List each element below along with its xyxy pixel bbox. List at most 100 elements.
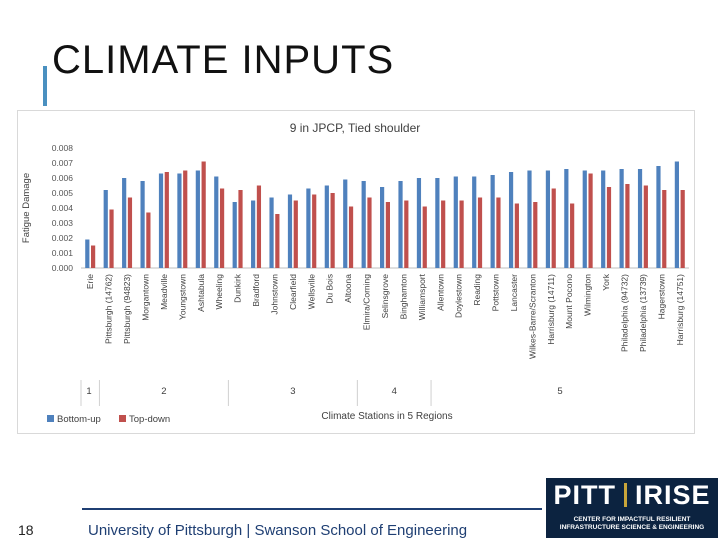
bar-bottom-up: [527, 170, 532, 268]
fatigue-damage-chart: 9 in JPCP, Tied shoulder Fatigue Damage 0.…: [21, 121, 689, 425]
x-tick-label: Wellsville: [306, 274, 316, 310]
y-tick-label: 0.000: [52, 263, 74, 273]
bar-top-down: [164, 172, 169, 268]
bar-top-down: [348, 206, 354, 268]
bar-top-down: [201, 161, 206, 268]
logo-irise: IRISE: [634, 480, 711, 510]
x-tick-label: Pittsburgh (14762): [104, 274, 114, 344]
bar-bottom-up: [361, 181, 366, 268]
bar-top-down: [570, 203, 575, 268]
region-label: 2: [161, 386, 166, 397]
chart-frame: [17, 110, 695, 434]
bar-top-down: [496, 197, 501, 268]
y-tick-label: 0.008: [52, 143, 74, 153]
bar-top-down: [477, 197, 483, 268]
bar-bottom-up: [380, 187, 385, 268]
legend-label: Bottom-up: [57, 414, 101, 425]
x-tick-label: Wilkes-Barre/Scranton: [527, 274, 537, 359]
x-tick-label: Allentown: [435, 274, 445, 311]
bar-bottom-up: [195, 170, 200, 268]
bar-bottom-up: [306, 188, 311, 268]
chart-title: 9 in JPCP, Tied shoulder: [290, 121, 421, 135]
bar-top-down: [459, 200, 464, 268]
bar-bottom-up: [177, 173, 182, 268]
bar-top-down: [367, 197, 372, 268]
bar-top-down: [256, 185, 262, 268]
bar-bottom-up: [269, 197, 274, 268]
bar-bottom-up: [564, 169, 569, 268]
x-tick-label: Pottstown: [491, 274, 501, 312]
y-tick-label: 0.006: [52, 173, 74, 183]
bar-top-down: [312, 194, 317, 268]
x-tick-label: Du Bois: [325, 274, 335, 304]
bar-bottom-up: [601, 170, 606, 268]
bar-bottom-up: [453, 176, 458, 268]
bar-bottom-up: [85, 239, 90, 268]
x-tick-label: Selinsgrove: [380, 274, 390, 319]
bar-bottom-up: [158, 173, 164, 268]
logo-subtitle-line2: INFRASTRUCTURE SCIENCE & ENGINEERING: [559, 524, 705, 531]
x-tick-label: Mount Pocono: [564, 274, 574, 329]
y-tick-label: 0.007: [52, 158, 74, 168]
bar-top-down: [662, 190, 667, 268]
bar-top-down: [109, 209, 114, 268]
x-tick-label: Elmira/Corning: [362, 274, 372, 330]
bar-bottom-up: [416, 178, 422, 268]
x-tick-label: Pittsburgh (94823): [122, 274, 132, 344]
bar-top-down: [219, 188, 225, 268]
legend-label: Top-down: [129, 414, 170, 425]
bar-top-down: [551, 188, 556, 268]
y-tick-label: 0.003: [52, 218, 74, 228]
x-tick-label: Doylestown: [454, 274, 464, 318]
x-tick-label: Youngstown: [177, 274, 187, 320]
bar-top-down: [183, 170, 188, 268]
bar-top-down: [330, 193, 335, 268]
x-tick-label: Philadelphia (13739): [638, 274, 648, 352]
bar-top-down: [91, 245, 96, 268]
region-label: 5: [557, 386, 562, 397]
bar-bottom-up: [122, 178, 127, 268]
footer-divider: [82, 508, 542, 510]
x-tick-label: Altoona: [343, 274, 353, 303]
bar-bottom-up: [398, 181, 403, 268]
x-tick-label: Dunkirk: [233, 273, 243, 303]
bar-top-down: [643, 185, 648, 268]
bar-bottom-up: [251, 200, 256, 268]
footer-text: University of Pittsburgh | Swanson Schoo…: [88, 522, 468, 539]
bar-top-down: [588, 173, 593, 268]
bar-bottom-up: [508, 172, 514, 268]
x-tick-label: Hagerstown: [656, 274, 666, 320]
x-tick-label: Clearfield: [288, 274, 298, 310]
y-tick-label: 0.004: [52, 203, 74, 213]
bar-bottom-up: [103, 190, 108, 268]
bar-top-down: [606, 187, 612, 268]
bar-bottom-up: [140, 181, 145, 268]
y-tick-label: 0.005: [52, 188, 74, 198]
bar-top-down: [238, 190, 243, 268]
logo-subtitle-line1: CENTER FOR IMPACTFUL RESILIENT: [573, 516, 691, 523]
x-tick-label: Lancaster: [509, 274, 519, 311]
region-label: 4: [392, 386, 397, 397]
x-tick-label: Bradford: [251, 274, 261, 307]
x-tick-label: Philadelphia (94732): [620, 274, 630, 352]
bar-bottom-up: [656, 166, 661, 268]
legend-swatch: [119, 415, 126, 422]
x-tick-label: Wheeling: [214, 274, 224, 310]
bar-bottom-up: [674, 161, 679, 268]
x-tick-label: Harrisburg (14711): [546, 274, 556, 345]
bar-top-down: [404, 200, 409, 268]
bar-bottom-up: [619, 169, 624, 268]
bar-top-down: [293, 200, 298, 268]
x-tick-label: York: [601, 273, 611, 290]
pitt-irise-logo: PITT IRISE CENTER FOR IMPACTFUL RESILIENT…: [546, 478, 718, 538]
logo-wordmark: PITT IRISE: [546, 480, 718, 511]
bar-bottom-up: [582, 170, 587, 268]
bar-bottom-up: [637, 169, 643, 268]
x-tick-label: Erie: [85, 274, 95, 289]
bar-bottom-up: [545, 170, 551, 268]
bar-top-down: [680, 190, 685, 268]
bar-top-down: [514, 203, 519, 268]
bar-top-down: [625, 184, 630, 268]
logo-subtitle: CENTER FOR IMPACTFUL RESILIENT INFRASTRU…: [546, 516, 718, 532]
bar-top-down: [146, 212, 151, 268]
